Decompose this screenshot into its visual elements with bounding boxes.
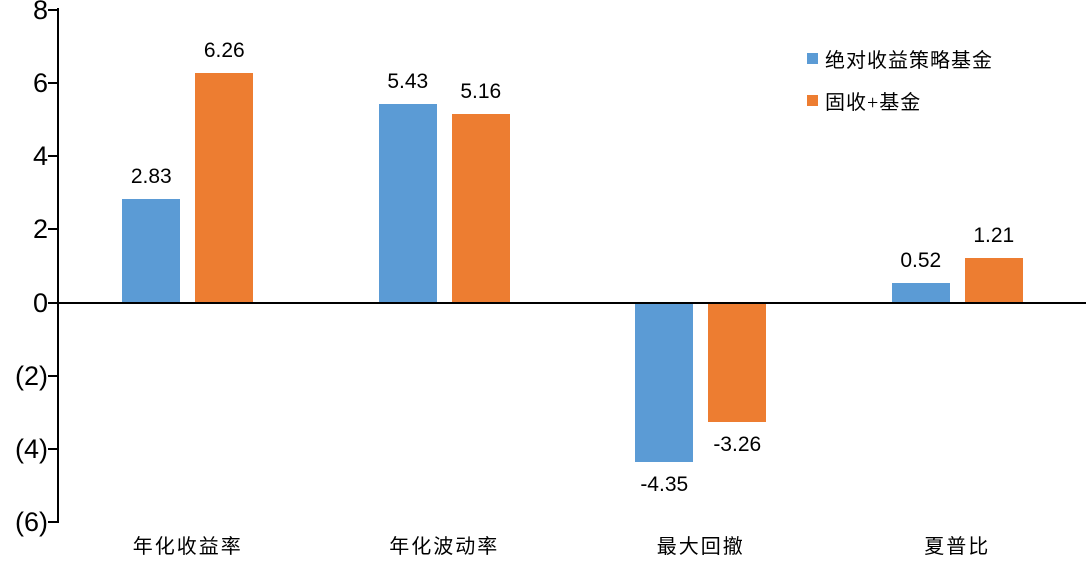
y-axis-line: [57, 8, 59, 523]
bar-value-label-series1-0: 2.83: [130, 164, 172, 188]
category-label-2: 最大回撤: [656, 536, 745, 558]
bar-series1-2: [635, 302, 694, 462]
y-axis-tick-label-5: (2): [15, 360, 48, 391]
y-axis-tick-label-3: 2: [32, 214, 48, 245]
category-label-3: 夏普比: [924, 536, 991, 558]
legend-swatch-orange-icon: [807, 94, 818, 106]
bar-value-label-series2-3: 1.21: [973, 224, 1015, 248]
bar-series1-3: [891, 283, 950, 303]
bar-value-label-series1-2: -4.35: [640, 472, 689, 496]
y-axis-tick-mark-6: [48, 447, 57, 450]
bar-value-label-series2-0: 6.26: [203, 39, 245, 63]
y-axis-tick-mark-1: [48, 81, 57, 84]
bar-series2-0: [195, 73, 254, 303]
legend-item-series-2: 固收+基金: [807, 88, 993, 114]
y-axis-tick-label-4: 0: [32, 287, 48, 318]
y-axis-tick-label-1: 6: [32, 67, 48, 98]
bar-series2-1: [451, 113, 510, 303]
y-axis-tick-mark-7: [48, 521, 57, 524]
bar-value-label-series1-1: 5.43: [387, 69, 429, 93]
y-axis-tick-mark-4: [48, 301, 57, 304]
y-axis-tick-mark-0: [48, 8, 57, 11]
y-axis-tick-mark-3: [48, 228, 57, 231]
y-axis-tick-label-7: (6): [15, 507, 48, 538]
legend: 绝对收益策略基金 固收+基金: [807, 46, 993, 114]
bar-value-label-series2-2: -3.26: [713, 432, 762, 456]
legend-label-series-2: 固收+基金: [825, 91, 922, 114]
legend-label-series-1: 绝对收益策略基金: [825, 49, 993, 72]
bar-series1-0: [122, 198, 181, 303]
category-label-0: 年化收益率: [132, 536, 243, 558]
y-axis-tick-label-6: (4): [15, 433, 48, 464]
bar-value-label-series1-3: 0.52: [900, 249, 942, 273]
y-axis-tick-mark-5: [48, 374, 57, 377]
category-label-1: 年化波动率: [389, 536, 500, 558]
bar-series2-2: [708, 302, 767, 422]
bar-series1-1: [378, 103, 437, 303]
bar-series2-3: [964, 258, 1023, 303]
y-axis-tick-label-2: 4: [32, 141, 48, 172]
legend-swatch-blue-icon: [807, 52, 818, 64]
legend-item-series-1: 绝对收益策略基金: [807, 46, 993, 72]
x-axis-zero-line: [57, 301, 1086, 304]
y-axis-tick-label-0: 8: [32, 0, 48, 25]
y-axis-tick-mark-2: [48, 155, 57, 158]
bar-value-label-series2-1: 5.16: [460, 79, 502, 103]
